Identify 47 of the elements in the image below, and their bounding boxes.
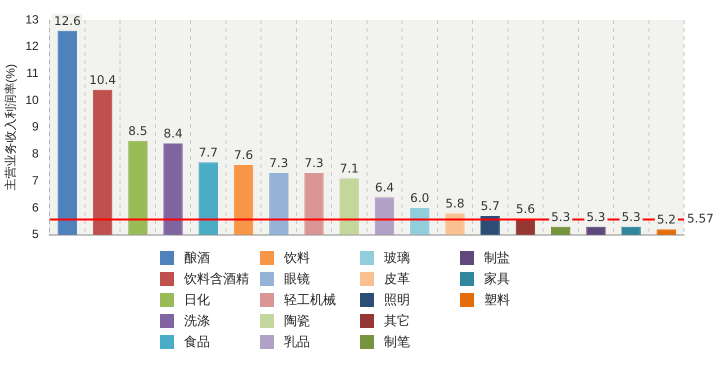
- y-tick-label: 6: [32, 200, 40, 214]
- legend-label: 洗涤: [184, 312, 210, 330]
- ref-line-label: 5.57: [687, 212, 714, 226]
- legend-label: 饮料: [284, 250, 310, 266]
- legend-label: 其它: [384, 312, 410, 330]
- data-label: 7.1: [340, 162, 359, 176]
- data-label: 5.8: [445, 196, 465, 210]
- data-label: 5.3: [622, 210, 641, 224]
- data-label: 7.7: [198, 145, 218, 160]
- y-tick-label: 7: [32, 173, 40, 188]
- data-label: 8.4: [164, 126, 183, 141]
- legend-label: 制笔: [384, 334, 410, 350]
- y-tick-label: 8: [32, 146, 40, 161]
- y-axis-title: 主营业务收入利润率(%): [4, 64, 18, 191]
- data-label: 8.5: [128, 124, 148, 138]
- data-label: 12.6: [54, 14, 81, 28]
- data-label: 6.4: [374, 180, 394, 194]
- data-label: 6.0: [410, 191, 430, 206]
- legend-label: 玻璃: [384, 250, 410, 266]
- data-label: 5.3: [586, 210, 606, 224]
- legend-label: 乳品: [284, 334, 310, 350]
- legend-label: 皮革: [384, 270, 410, 288]
- y-tick-label: 10: [25, 92, 40, 107]
- legend-label: 制盐: [484, 250, 510, 266]
- legend-label: 食品: [184, 334, 210, 350]
- legend-label: 眼镜: [284, 270, 310, 288]
- data-label: 5.7: [480, 199, 500, 214]
- legend-label: 陶瓷: [284, 312, 310, 330]
- data-label: 7.3: [269, 156, 288, 170]
- y-tick-label: 9: [32, 120, 40, 134]
- data-label: 5.6: [516, 202, 535, 216]
- y-tick-label: 11: [26, 66, 40, 80]
- legend-label: 日化: [184, 292, 210, 308]
- legend-label: 照明: [384, 292, 410, 308]
- legend-label: 酿酒: [184, 250, 210, 266]
- legend-label: 轻工机械: [284, 292, 336, 308]
- data-label: 7.6: [234, 148, 254, 162]
- data-label: 10.4: [89, 72, 116, 87]
- data-label: 5.3: [551, 210, 570, 224]
- legend-label: 家具: [484, 270, 510, 288]
- y-tick-label: 12: [25, 39, 40, 54]
- data-label: 7.3: [304, 156, 324, 170]
- legend-label: 饮料含酒精: [184, 270, 249, 288]
- legend-label: 塑料: [484, 292, 510, 308]
- data-label: 5.2: [656, 212, 676, 227]
- y-tick-label: 13: [25, 12, 40, 26]
- y-tick-label: 5: [32, 227, 40, 242]
